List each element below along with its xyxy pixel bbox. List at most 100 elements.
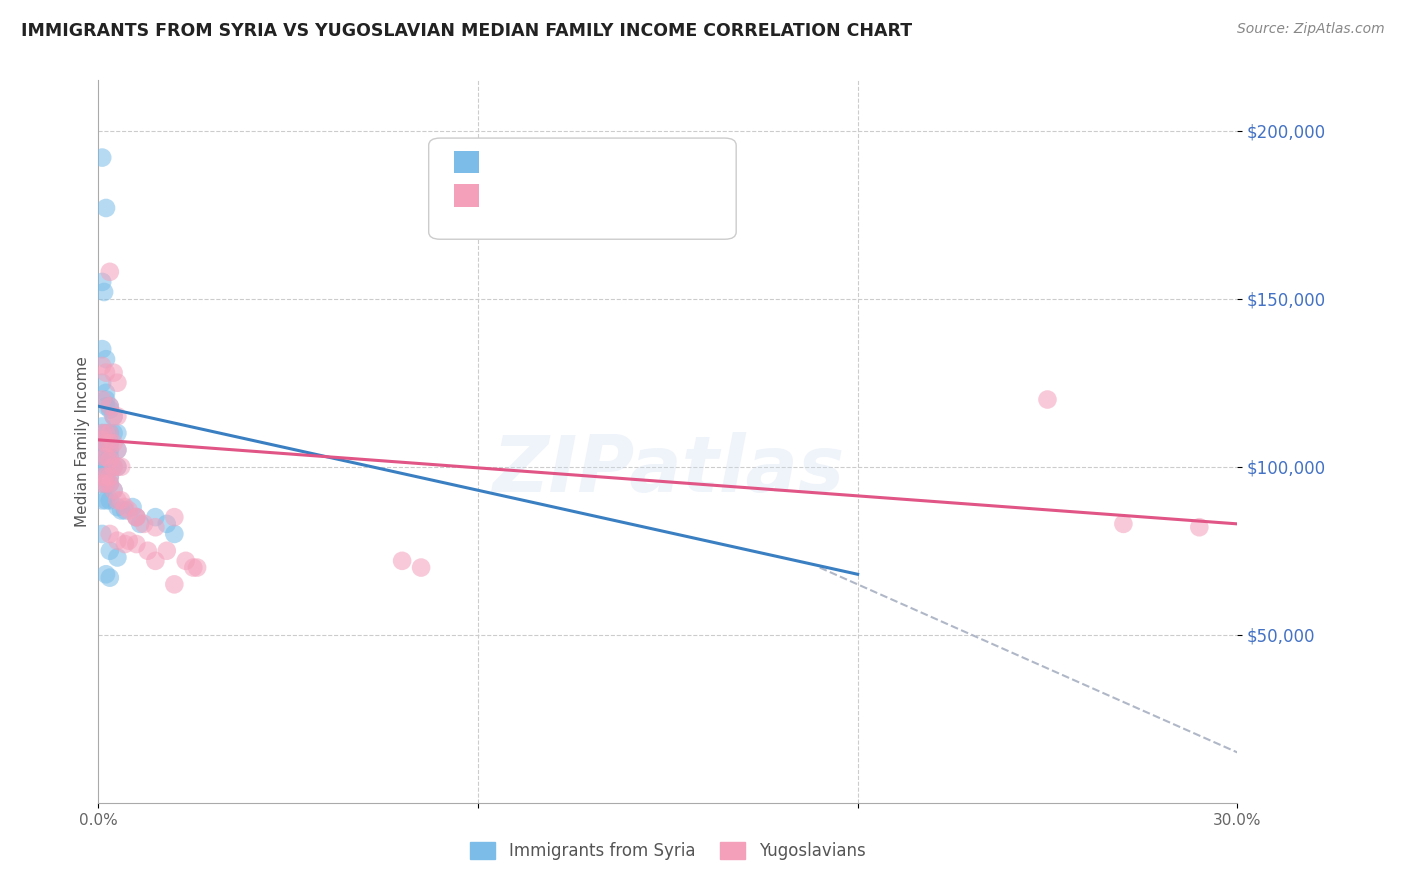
Point xyxy=(110,503,132,517)
Point xyxy=(107,442,129,457)
Point xyxy=(107,550,129,565)
Point xyxy=(98,426,121,441)
Point xyxy=(91,433,114,447)
Point xyxy=(94,476,117,491)
Point xyxy=(93,285,115,299)
Point xyxy=(103,409,125,424)
Point xyxy=(1112,516,1135,531)
Point xyxy=(91,275,114,289)
Text: ZIPatlas: ZIPatlas xyxy=(492,433,844,508)
Point xyxy=(94,436,117,450)
Point xyxy=(91,426,114,441)
Point xyxy=(98,265,121,279)
Point xyxy=(118,533,141,548)
Point xyxy=(94,476,117,491)
Point xyxy=(163,577,186,591)
Point xyxy=(110,459,132,474)
Point xyxy=(98,476,121,491)
Point xyxy=(186,560,208,574)
Point xyxy=(103,459,125,474)
Point xyxy=(107,500,129,514)
Point xyxy=(103,436,125,450)
Point xyxy=(91,467,114,481)
Point xyxy=(145,554,167,568)
Point xyxy=(94,450,117,464)
Point xyxy=(103,426,125,441)
Point xyxy=(94,433,117,447)
Point xyxy=(98,470,121,484)
Point xyxy=(91,470,114,484)
Point xyxy=(183,560,205,574)
Point xyxy=(114,500,136,514)
Point xyxy=(98,527,121,541)
Point xyxy=(391,554,413,568)
Point xyxy=(91,450,114,464)
Point xyxy=(98,399,121,413)
Point xyxy=(91,342,114,356)
Point xyxy=(163,527,186,541)
Point xyxy=(107,459,129,474)
Point xyxy=(121,500,143,514)
Point xyxy=(91,433,114,447)
Point xyxy=(91,359,114,373)
Point xyxy=(103,459,125,474)
Point xyxy=(110,493,132,508)
Point xyxy=(94,366,117,380)
Point xyxy=(98,571,121,585)
Point xyxy=(103,483,125,498)
Point xyxy=(1188,520,1211,534)
Text: -0.337: -0.337 xyxy=(551,156,606,171)
Point xyxy=(98,442,121,457)
Point xyxy=(114,503,136,517)
Text: 58: 58 xyxy=(679,156,700,171)
Point xyxy=(103,409,125,424)
Legend: Immigrants from Syria, Yugoslavians: Immigrants from Syria, Yugoslavians xyxy=(464,835,872,867)
Text: 55: 55 xyxy=(679,190,700,205)
Point xyxy=(91,527,114,541)
Point xyxy=(94,442,117,457)
Point xyxy=(98,450,121,464)
Point xyxy=(411,560,433,574)
Point xyxy=(91,392,114,407)
Point xyxy=(107,409,129,424)
Point xyxy=(94,493,117,508)
Point xyxy=(91,376,114,390)
Point xyxy=(98,436,121,450)
Point xyxy=(107,442,129,457)
Y-axis label: Median Family Income: Median Family Income xyxy=(75,356,90,527)
Point xyxy=(156,516,179,531)
Text: Source: ZipAtlas.com: Source: ZipAtlas.com xyxy=(1237,22,1385,37)
Point xyxy=(98,399,121,413)
Text: R =: R = xyxy=(495,156,527,171)
Point xyxy=(125,510,148,524)
Point xyxy=(91,456,114,470)
Text: R =: R = xyxy=(495,190,527,205)
Point xyxy=(91,151,114,165)
Point xyxy=(94,399,117,413)
Point xyxy=(136,543,159,558)
Point xyxy=(94,426,117,441)
Point xyxy=(91,476,114,491)
Point xyxy=(114,537,136,551)
Point xyxy=(98,459,121,474)
Point xyxy=(107,459,129,474)
Text: N =: N = xyxy=(620,156,664,171)
Text: N =: N = xyxy=(620,190,664,205)
Point xyxy=(98,470,121,484)
Point xyxy=(91,450,114,464)
Point xyxy=(103,483,125,498)
Point xyxy=(94,470,117,484)
Point xyxy=(98,402,121,417)
Point xyxy=(145,520,167,534)
Point xyxy=(98,476,121,491)
Point xyxy=(125,510,148,524)
Point xyxy=(107,376,129,390)
Point xyxy=(107,533,129,548)
Point xyxy=(91,476,114,491)
Point xyxy=(107,493,129,508)
Point xyxy=(98,493,121,508)
Point xyxy=(91,426,114,441)
Point xyxy=(91,493,114,508)
Point xyxy=(163,510,186,524)
Point xyxy=(94,352,117,367)
